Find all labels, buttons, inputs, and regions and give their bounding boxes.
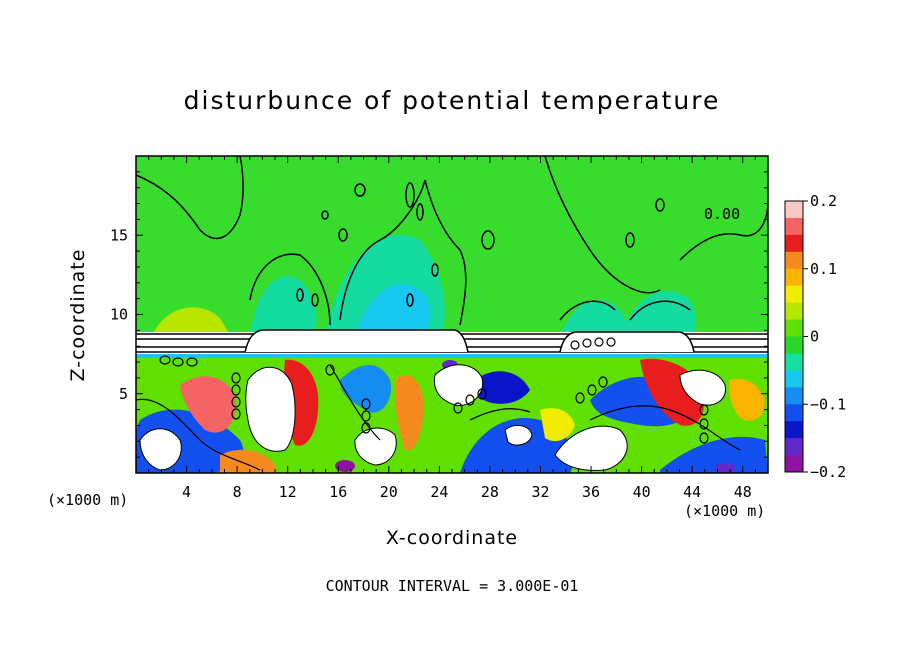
colorbar-swatch (785, 455, 803, 473)
colorbar-tick-label: 0.2 (810, 192, 837, 210)
colorbar-swatch (785, 404, 803, 422)
chart-title: disturbunce of potential temperature (183, 86, 721, 115)
y-axis: 5 10 15 (110, 171, 768, 458)
x-tick-label: 28 (481, 483, 499, 501)
x-tick-label: 4 (182, 483, 191, 501)
colorbar-swatch (785, 268, 803, 287)
x-axis: 4 8 12 16 20 24 28 32 36 40 44 48 (148, 156, 756, 501)
x-tick-label: 36 (582, 483, 600, 501)
upper-anomaly-patch (150, 307, 230, 335)
upper-anomaly-patch (620, 291, 696, 335)
upper-anomaly-patch (560, 299, 626, 335)
colorbar-swatch (785, 353, 803, 371)
x-axis-label: X-coordinate (385, 527, 519, 549)
colorbar-swatch (785, 438, 803, 456)
colorbar-tick-label: 0.1 (810, 260, 837, 278)
x-tick-label: 12 (279, 483, 297, 501)
upper-anomaly-patch (250, 276, 317, 335)
contour-interval-note: CONTOUR INTERVAL = 3.000E-01 (325, 577, 579, 595)
x-tick-label: 20 (380, 483, 398, 501)
colorbar-swatch (785, 251, 803, 270)
x-tick-label: 8 (233, 483, 242, 501)
colorbar-swatch (785, 421, 803, 439)
x-tick-label: 24 (430, 483, 448, 501)
colorbar-swatch (785, 319, 803, 337)
x-tick-label: 16 (329, 483, 347, 501)
contour-lines (136, 156, 768, 326)
colorbar-swatch (785, 387, 803, 405)
contour-lines-lower (136, 337, 741, 471)
x-unit-label-right: (×1000 m) (684, 502, 766, 520)
colorbar-tick-label: 0 (810, 328, 819, 346)
colorbar-swatch (785, 201, 803, 219)
colorbar-tick-label: −0.1 (810, 395, 846, 413)
x-tick-label: 48 (734, 483, 752, 501)
x-tick-label: 40 (633, 483, 651, 501)
x-unit-label-left: (×1000 m) (47, 491, 129, 509)
colorbar-swatch (785, 370, 803, 388)
colorbar-swatch (785, 336, 803, 354)
upper-anomaly-patch (355, 284, 431, 335)
colorbar-swatch (785, 217, 803, 236)
y-tick-label: 5 (119, 385, 128, 403)
colorbar: 0.2 0.1 0 −0.1 −0.2 (784, 192, 846, 481)
colorbar-swatch (785, 234, 803, 253)
colorbar-swatch (785, 302, 803, 321)
y-tick-label: 15 (110, 226, 128, 244)
contour-label: 0.00 (704, 205, 740, 223)
x-tick-label: 32 (531, 483, 549, 501)
y-tick-label: 10 (110, 306, 128, 324)
x-tick-label: 44 (683, 483, 701, 501)
colorbar-tick-label: −0.2 (810, 463, 846, 481)
heatmap-field (136, 156, 768, 473)
colorbar-swatch (785, 285, 803, 304)
